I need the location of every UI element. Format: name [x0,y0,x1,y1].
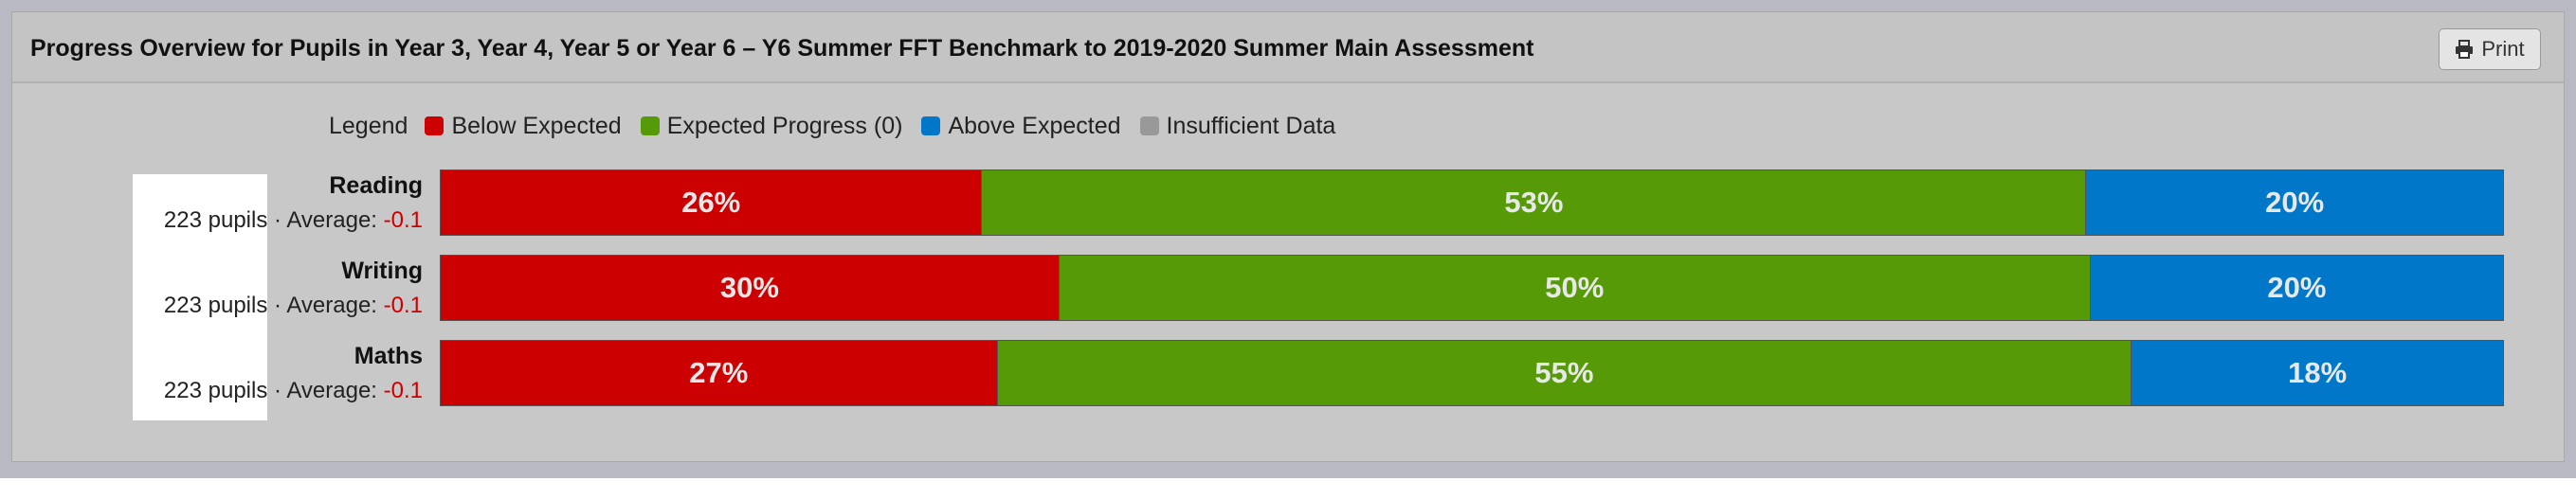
panel-header: Progress Overview for Pupils in Year 3, … [12,12,2564,83]
bar-segment-above: 20% [2090,256,2503,320]
pupil-count: 223 pupils [163,207,268,233]
bar-segment-below: 26% [441,170,983,235]
legend-title: Legend [329,112,408,139]
legend-item-above: Above Expected [921,112,1121,140]
legend-swatch-expected [640,116,660,135]
row-meta: 223 pupils · Average: -0.1 [164,292,423,320]
average-value: -0.1 [383,293,423,318]
row-meta: 223 pupils · Average: -0.1 [164,206,423,235]
bar-segment-expected: 50% [1059,256,2091,320]
bar-segment-expected: 55% [997,341,2132,405]
row-label-maths: Maths 223 pupils · Average: -0.1 [164,342,423,405]
panel-title: Progress Overview for Pupils in Year 3, … [30,35,1534,62]
average-label: · Average: [274,378,377,403]
average-label: · Average: [274,293,377,318]
bar-writing: 30% 50% 20% [440,255,2504,321]
row-meta: 223 pupils · Average: -0.1 [164,377,423,405]
bar-maths: 27% 55% 18% [440,340,2504,406]
subject-name: Writing [341,258,423,284]
legend-item-below: Below Expected [425,112,622,140]
average-value: -0.1 [383,378,423,403]
pupils-count-highlight [133,174,267,420]
average-value: -0.1 [383,207,423,233]
bar-segment-above: 18% [2132,341,2503,405]
bar-segment-expected: 53% [982,170,2087,235]
row-label-reading: Reading 223 pupils · Average: -0.1 [164,171,423,235]
legend-label-below: Below Expected [451,112,622,139]
legend-swatch-above [921,116,941,135]
chart-legend: Legend Below Expected Expected Progress … [329,111,1354,141]
legend-label-expected: Expected Progress (0) [666,112,903,139]
pupil-count: 223 pupils [163,378,268,403]
bar-segment-below: 30% [441,256,1060,320]
printer-icon [2455,40,2474,59]
legend-item-expected: Expected Progress (0) [640,112,903,140]
legend-label-above: Above Expected [948,112,1121,139]
print-button[interactable]: Print [2439,28,2541,70]
bar-segment-below: 27% [441,341,998,405]
legend-swatch-below [425,116,444,135]
print-button-label: Print [2481,37,2525,61]
bar-reading: 26% 53% 20% [440,169,2504,236]
progress-overview-panel: Progress Overview for Pupils in Year 3, … [11,11,2565,462]
subject-name: Maths [354,343,423,369]
subject-name: Reading [329,172,423,199]
legend-label-insufficient: Insufficient Data [1166,112,1336,139]
pupil-count: 223 pupils [163,293,268,318]
legend-swatch-insufficient [1139,116,1159,135]
bar-segment-above: 20% [2086,170,2503,235]
average-label: · Average: [274,207,377,233]
legend-item-insufficient: Insufficient Data [1139,112,1336,140]
row-label-writing: Writing 223 pupils · Average: -0.1 [164,257,423,320]
